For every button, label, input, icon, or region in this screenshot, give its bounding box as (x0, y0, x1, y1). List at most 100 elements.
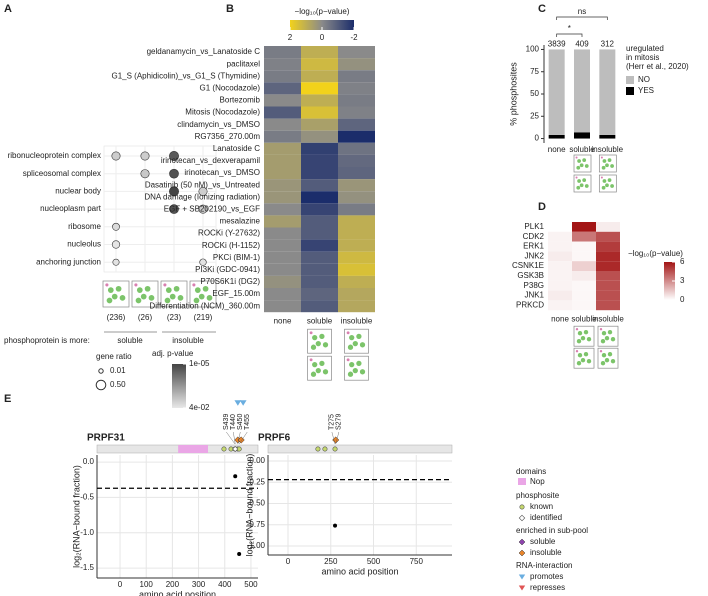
panel-label: B (226, 3, 234, 15)
x-tick-label: insoluble (592, 145, 624, 154)
row-label: clindamycin_vs_DMSO (177, 120, 260, 129)
cell-icon-blob (575, 328, 579, 331)
known-site (221, 446, 227, 452)
heat-cell (338, 263, 375, 276)
cell-icon-blob (586, 337, 592, 342)
legend-symbol (518, 585, 526, 591)
colorbar-label: 2 (288, 33, 293, 42)
cell-icon-blob (315, 340, 321, 347)
cell-icon-blob (583, 352, 589, 357)
row-label: GSK3B (517, 271, 544, 280)
cell-icon-blob (352, 340, 358, 347)
cell-icon-blob (577, 159, 581, 163)
site-connector (335, 431, 340, 445)
x-tick-label: 0 (286, 557, 291, 566)
cell-icon-blob (198, 293, 205, 300)
heat-cell (548, 231, 572, 242)
heat-cell (301, 179, 338, 192)
heat-cell (301, 142, 338, 155)
heat-cell (338, 46, 375, 59)
cell-icon-blob (309, 331, 313, 335)
heat-cell (596, 280, 620, 291)
heat-cell (338, 154, 375, 167)
y-axis-title: log₂(RNA−bound fraction) (71, 465, 81, 568)
heat-cell (338, 288, 375, 301)
heat-cell (264, 154, 301, 167)
row-label: Dasatinib (50 nM)_vs_Untreated (145, 180, 260, 189)
legend-symbol (518, 514, 526, 522)
row-label: nucleolus (67, 240, 101, 249)
cell-icon-blob (322, 342, 329, 348)
total-label: 3839 (548, 40, 566, 49)
row-label: P38G (524, 281, 544, 290)
bar-segment (599, 134, 616, 139)
heat-cell (264, 288, 301, 301)
column-label: insoluble (592, 314, 624, 323)
heat-cell (338, 70, 375, 83)
cell-icon-blob (586, 359, 592, 364)
y-tick-label: 25 (530, 111, 539, 120)
colorbar-label: 3 (680, 276, 685, 285)
dot (140, 151, 150, 161)
heat-cell (264, 263, 301, 276)
y-tick-label: -1.5 (80, 563, 94, 572)
colorbar-label: 0 (680, 295, 685, 304)
group-label: insoluble (172, 336, 204, 345)
rna-site (239, 400, 247, 406)
x-axis-title: amino acid position (321, 566, 398, 576)
row-label: ROCKi (Y-27632) (198, 229, 260, 238)
domain (178, 445, 208, 453)
row-label: EGF_15.00m (212, 289, 260, 298)
heat-cell (301, 58, 338, 71)
row-label: ribonucleoprotein complex (8, 151, 101, 160)
heat-cell (572, 271, 596, 281)
cell-icon-blob (356, 333, 362, 340)
heat-cell (596, 251, 620, 262)
cell-icon-blob (310, 371, 317, 377)
heat-cell (548, 300, 572, 311)
cell-icon-blob (577, 179, 581, 183)
cell-icon-blob (605, 183, 609, 188)
heat-cell (572, 290, 596, 301)
cell-icon-blob (309, 358, 313, 362)
colorbar-label: -2 (350, 33, 358, 42)
row-label: P70S6K1i (DG2) (200, 277, 260, 286)
legend-label: 0.50 (110, 380, 126, 389)
legend-label: identified (530, 513, 562, 522)
heat-cell (548, 280, 572, 291)
dot (199, 258, 207, 266)
significance-label: ns (578, 7, 586, 16)
column-label: insoluble (341, 316, 373, 325)
site-label: T275 (329, 414, 336, 430)
heat-cell (264, 106, 301, 119)
legend-label: Nop (530, 477, 545, 486)
column-label: soluble (307, 316, 333, 325)
row-label: irinotecan_vs_DMSO (184, 168, 260, 177)
legend-title: enriched in sub-pool (516, 526, 588, 535)
row-label: irinotecan_vs_dexverapamil (161, 156, 260, 165)
panel-label: E (4, 393, 11, 405)
y-tick-label: 100 (526, 45, 540, 54)
cell-icon-blob (579, 183, 584, 188)
cell-icon-blob (163, 283, 167, 287)
cell-icon-blob (610, 359, 616, 364)
cell-icon-blob (601, 185, 606, 190)
cell-icon-blob (119, 295, 126, 301)
cell-icon-blob (575, 156, 578, 159)
x-tick-label: 400 (218, 580, 232, 589)
heat-cell (301, 191, 338, 204)
cell-icon-blob (601, 165, 606, 170)
heat-cell (264, 118, 301, 131)
cell-icon-blob (206, 295, 213, 301)
cell-icon-blob (599, 350, 603, 353)
heat-cell (301, 275, 338, 288)
panel-label: A (4, 3, 12, 15)
cell-icon-blob (582, 178, 587, 182)
row-label: ERK1 (523, 242, 544, 251)
site-label: T440 (230, 414, 237, 430)
cell-icon-blob (315, 367, 321, 374)
row-label: G1 (Nocodazole) (200, 83, 261, 92)
cell-icon-blob (576, 361, 582, 366)
heat-cell (338, 130, 375, 143)
